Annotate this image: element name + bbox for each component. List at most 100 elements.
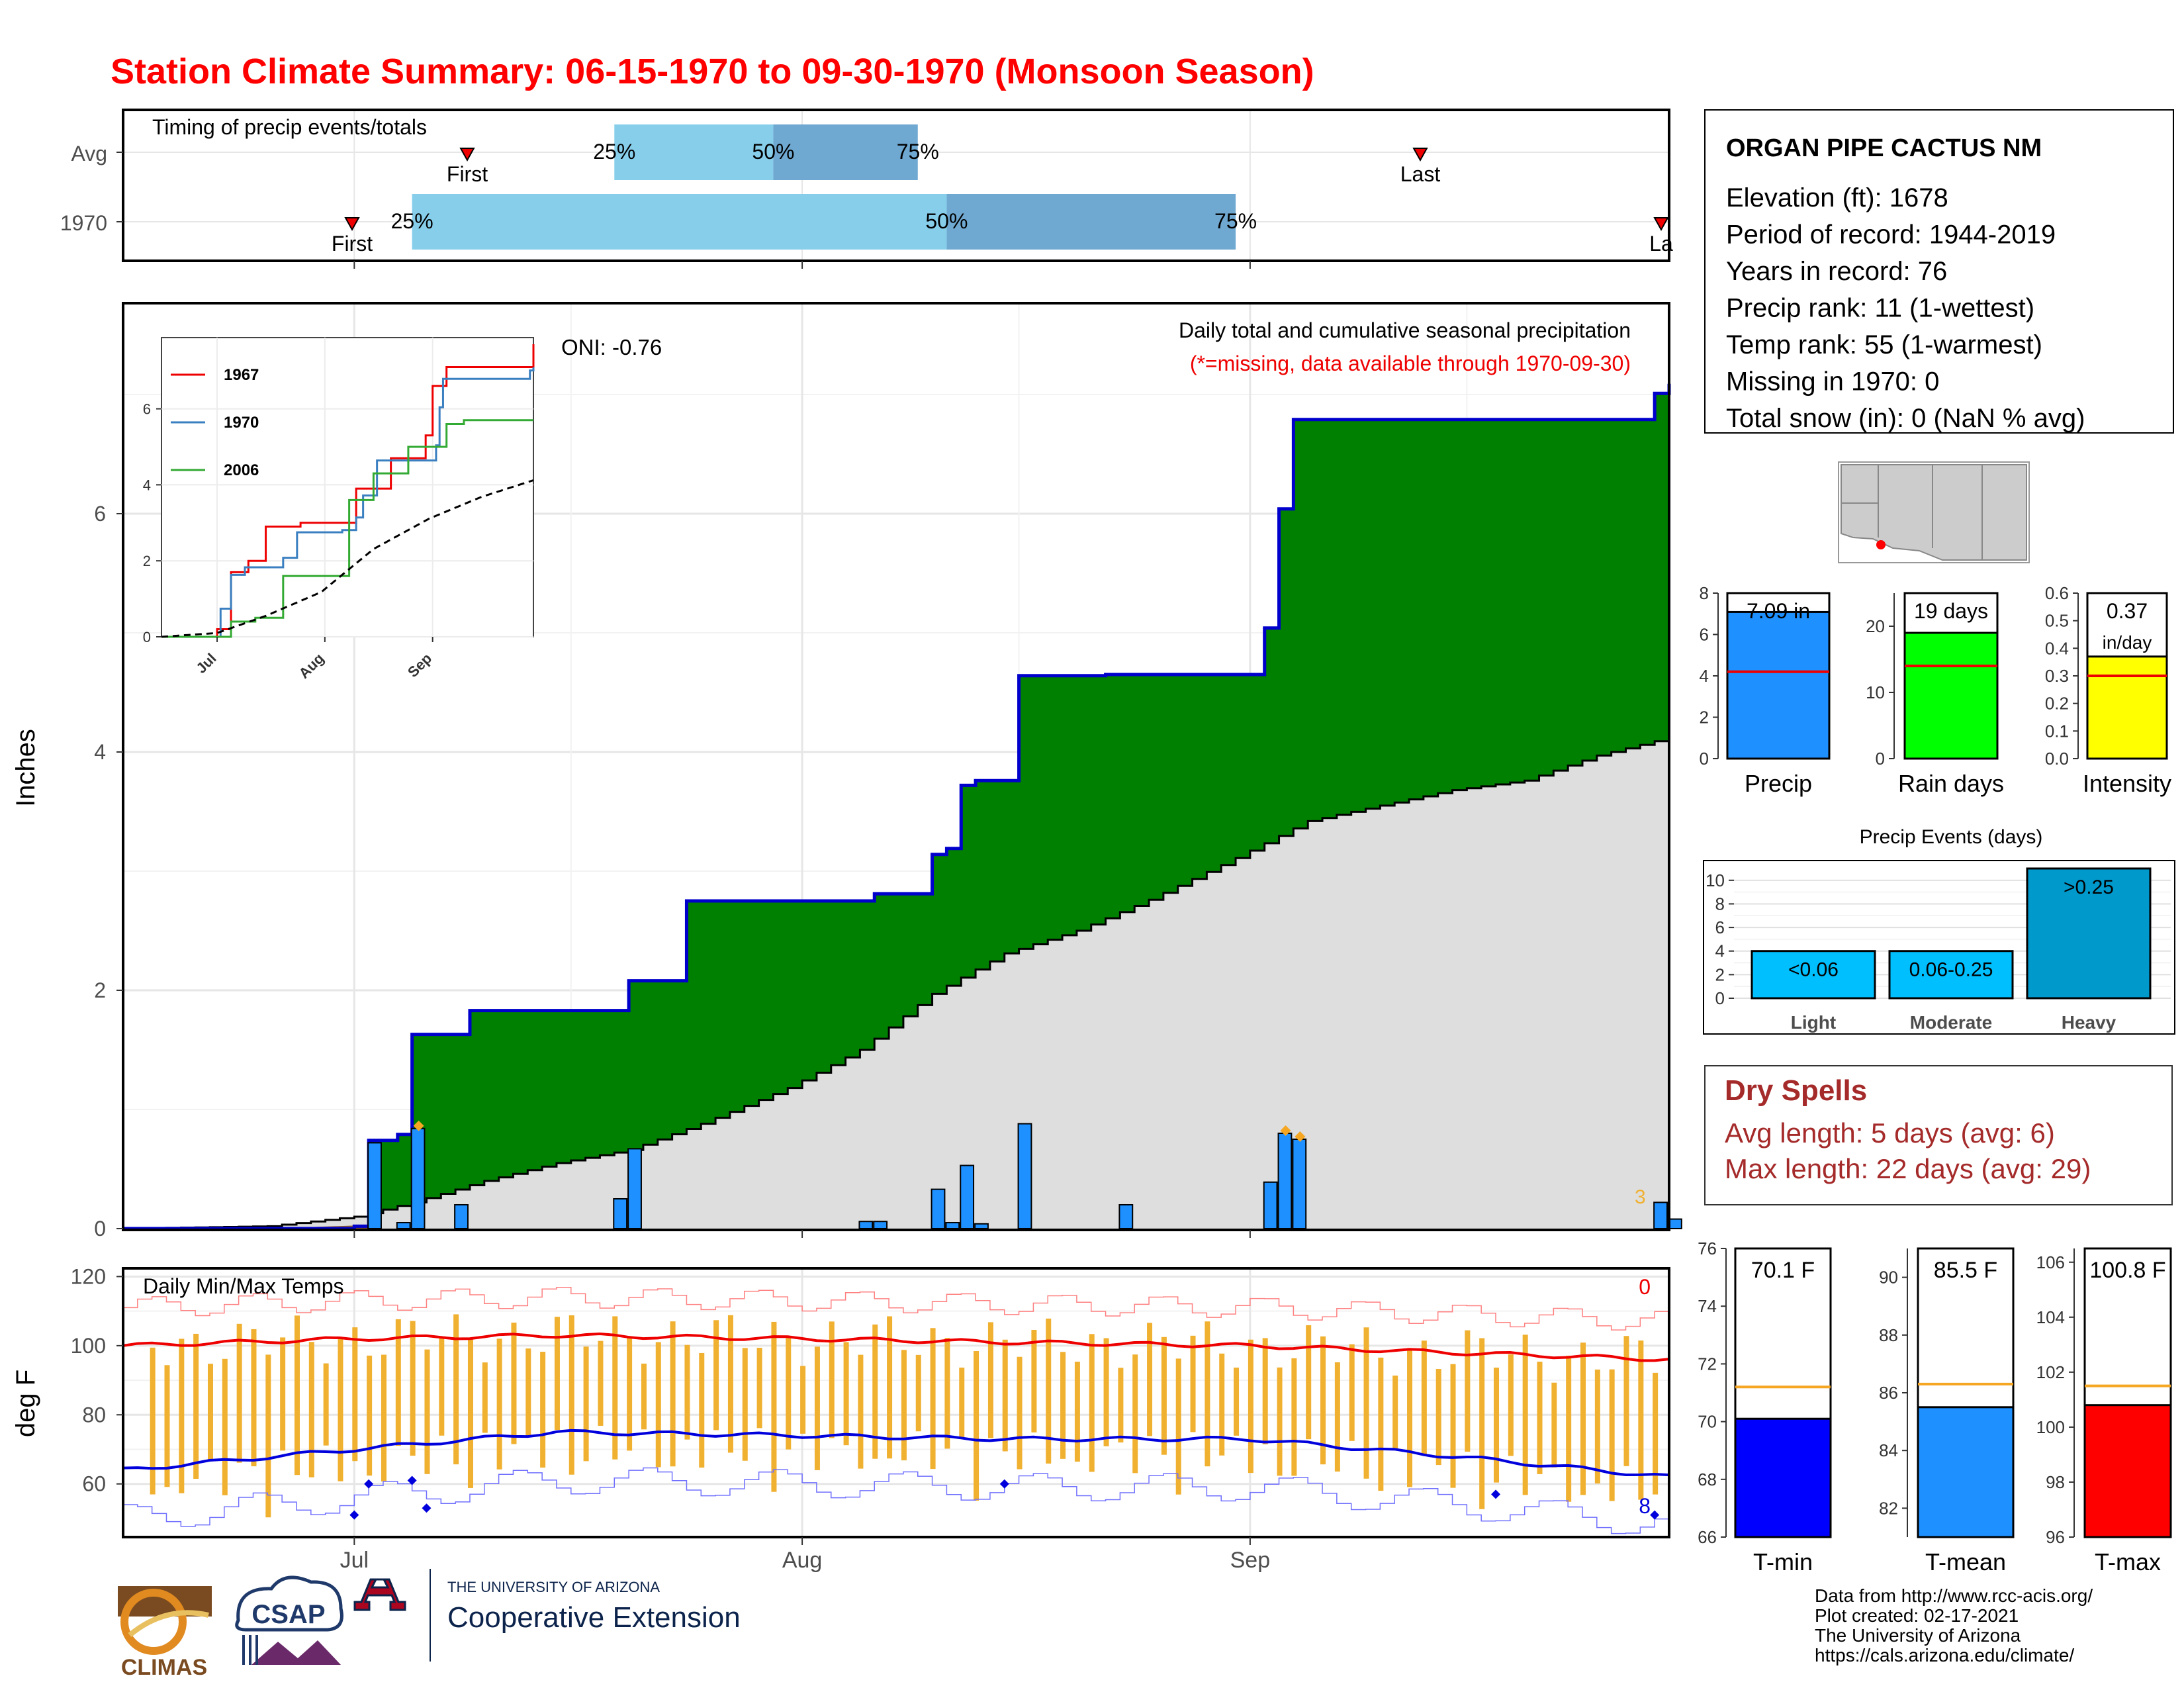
temp-summary-tick-label: 100 [2036, 1417, 2065, 1437]
daily-temp-bar [467, 1337, 473, 1488]
record-low-marker [1491, 1489, 1501, 1499]
daily-temp-bar [814, 1346, 820, 1470]
daily-temp-bar [1494, 1367, 1500, 1483]
x-axis-month-label: Sep [1230, 1548, 1271, 1573]
climas-logo: CLIMAS [118, 1586, 212, 1680]
daily-temp-bar [887, 1316, 893, 1459]
daily-temp-bar [1392, 1376, 1398, 1450]
temp-summary-value-label: 85.5 F [1934, 1258, 1997, 1283]
daily-temp-bar [1205, 1321, 1210, 1467]
daily-temp-bar [1349, 1344, 1355, 1441]
inset-legend-label: 2006 [224, 461, 259, 479]
temp-summary-tick-label: 90 [1879, 1268, 1898, 1288]
daily-precip-bar [613, 1198, 628, 1229]
daily-temp-bar [540, 1352, 546, 1468]
timing-label-50: 50% [752, 140, 794, 164]
daily-temp-bar [843, 1342, 849, 1446]
summary-bar-precip [1726, 610, 1831, 760]
temp-summary-tick-label: 72 [1698, 1354, 1717, 1374]
main-ytick-label: 6 [94, 502, 106, 526]
daily-temp-bar [511, 1323, 517, 1444]
timing-bar-50-75 [773, 124, 918, 180]
daily-temp-bar [1450, 1364, 1456, 1488]
daily-temp-bar [829, 1321, 835, 1438]
timing-label-25: 25% [593, 140, 635, 164]
daily-temp-bar [974, 1351, 979, 1501]
daily-temp-bar [713, 1320, 719, 1430]
avg-tmax-line [122, 1332, 1670, 1362]
daily-temp-bar [236, 1323, 242, 1463]
climas-logo-text: CLIMAS [121, 1655, 207, 1680]
precip-events-chart: Precip Events (days) 0 2 4 6 8 10 <0.06 Light 0.… [1703, 826, 2175, 1035]
events-ytick-label: 0 [1715, 988, 1725, 1008]
station-info-line: Precip rank: 11 (1-wettest) [1726, 294, 2034, 323]
daily-temp-bar [424, 1349, 430, 1474]
temp-summary-value-label: 70.1 F [1751, 1258, 1815, 1283]
timing-row-label-avg: Avg [71, 142, 107, 165]
daily-temp-bar [987, 1322, 993, 1438]
tmax-record-count: 0 [1639, 1275, 1651, 1299]
inset-legend-label: 1970 [224, 414, 259, 432]
main-ytick-label: 4 [94, 740, 106, 764]
summary-value-unit: in/day [2103, 632, 2152, 653]
daily-temp-bar [193, 1333, 199, 1479]
footer-credit-line: Plot created: 02-17-2021 [1815, 1605, 2019, 1626]
daily-temp-bar [655, 1342, 661, 1468]
summary-category-label: Rain days [1898, 770, 2004, 797]
average-cumulative-line [123, 737, 1670, 1230]
daily-temp-bar [1277, 1367, 1283, 1476]
station-info-box: ORGAN PIPE CACTUS NM Elevation (ft): 167… [1704, 109, 2174, 434]
summary-value-label: 0.37 [2107, 599, 2148, 623]
inset-series-1970 [161, 367, 535, 638]
inset-legend-label: 1967 [224, 366, 259, 384]
daily-temp-bar [265, 1354, 271, 1518]
tmin-record-count: 8 [1639, 1494, 1651, 1518]
events-ytick-label: 10 [1706, 870, 1725, 890]
daily-temp-bar [1638, 1340, 1644, 1500]
daily-temp-bar [439, 1337, 445, 1436]
daily-temp-bar [367, 1355, 373, 1476]
summary-tick-label: 0.1 [2045, 721, 2069, 741]
station-info-line: Total snow (in): 0 (NaN % avg) [1726, 404, 2085, 433]
daily-temp-bar [1594, 1369, 1600, 1484]
daily-temp-bar [872, 1324, 878, 1459]
events-ytick-label: 6 [1715, 917, 1725, 937]
summary-tick-label: 4 [1700, 666, 1709, 686]
summary-tick-label: 0.5 [2045, 611, 2069, 631]
daily-temp-bar [858, 1354, 864, 1469]
daily-precip-bar [858, 1221, 874, 1229]
temp-summary-bars: 66 68 70 72 74 76 70.1 F T-min 82 84 86 88 90 85.5 F T… [1698, 1239, 2172, 1575]
temp-summary-tick-label: 102 [2036, 1362, 2065, 1382]
inset-ytick-label: 0 [143, 629, 151, 645]
daily-temp-bar [164, 1365, 170, 1487]
daily-temp-bar [1306, 1325, 1312, 1440]
summary-value-label: 19 days [1914, 599, 1988, 623]
main-caption-missing: (*=missing, data available through 1970-… [1190, 352, 1631, 375]
dry-spells-title: Dry Spells [1725, 1074, 1867, 1107]
daily-temp-bar [569, 1315, 574, 1475]
daily-temp-bar [1508, 1354, 1514, 1456]
last-event-marker [1653, 217, 1669, 232]
daily-temp-bar [930, 1328, 936, 1470]
daily-precip-bar [1653, 1201, 1668, 1230]
events-ytick-label: 4 [1715, 941, 1725, 961]
daily-temp-bar [627, 1336, 633, 1451]
daily-temp-bar [1522, 1335, 1528, 1495]
daily-temp-bar [1060, 1352, 1066, 1459]
daily-precip-bar [1017, 1123, 1032, 1229]
daily-temp-bar [395, 1319, 401, 1446]
station-info-line: Years in record: 76 [1726, 257, 1947, 286]
temp-summary-category-label: T-min [1753, 1548, 1813, 1575]
daily-temp-bar [1132, 1354, 1138, 1474]
temp-summary-value-label: 100.8 F [2089, 1258, 2165, 1283]
summary-category-label: Precip [1745, 770, 1812, 797]
footer-credit-line: https://cals.arizona.edu/climate/ [1815, 1645, 2074, 1665]
footer: CLIMAS CSAP THE UNIVERSITY OF ARIZONA Co… [118, 1569, 2093, 1680]
daily-temp-bar [1623, 1336, 1629, 1466]
first-event-label: First [332, 232, 373, 256]
daily-temp-bar [338, 1338, 343, 1481]
station-info-line: Missing in 1970: 0 [1726, 367, 1939, 397]
events-category-label: Light [1791, 1012, 1836, 1033]
daily-temp-bar [308, 1342, 314, 1477]
daily-temp-bar [1537, 1362, 1543, 1474]
